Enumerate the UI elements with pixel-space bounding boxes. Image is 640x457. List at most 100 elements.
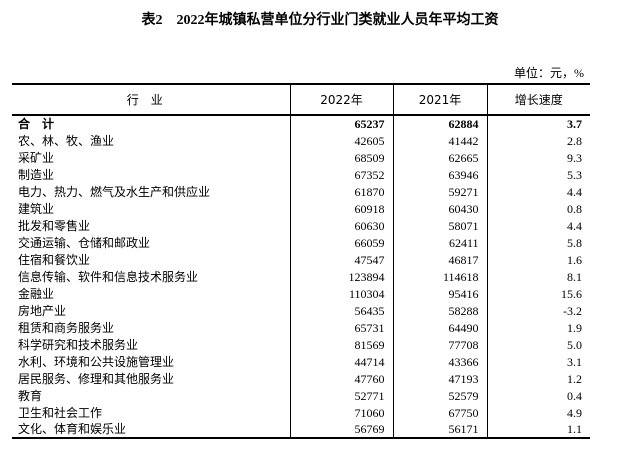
value-cell: 5.3	[486, 166, 590, 183]
value-cell: 56435	[289, 302, 393, 319]
industry-name: 采矿业	[18, 150, 55, 165]
industry-row: 交通运输、仓储和邮政业 66059 62411 5.8	[12, 234, 590, 251]
value-cell: 67750	[392, 404, 487, 421]
industry-row: 住宿和餐饮业 47547 46817 1.6	[12, 251, 590, 268]
value-cell: 46817	[392, 251, 487, 268]
industry-name: 农、林、牧、渔业	[18, 133, 115, 148]
value-cell: 52579	[392, 387, 487, 404]
value-cell: 56769	[289, 421, 393, 438]
industry-row: 租赁和商务服务业 65731 64490 1.9	[12, 319, 590, 336]
industry-row: 农、林、牧、渔业 42605 41442 2.8	[12, 132, 590, 149]
total-row: 合 计 65237 62884 3.7	[12, 115, 590, 132]
value-cell: 64490	[392, 319, 487, 336]
industry-name: 居民服务、修理和其他服务业	[18, 371, 175, 386]
value-cell: 5.8	[486, 234, 590, 251]
value-cell: 2.8	[486, 132, 590, 149]
value-cell: 81569	[289, 336, 393, 353]
value-cell: 95416	[392, 285, 487, 302]
value-cell: 67352	[289, 166, 393, 183]
value-cell: 47547	[289, 251, 393, 268]
value-cell: 47760	[289, 370, 393, 387]
column-header: 行业	[126, 93, 175, 107]
industry-row: 批发和零售业 60630 58071 4.4	[12, 217, 590, 234]
title: 表2 2022年城镇私营单位分行业门类就业人员年平均工资	[141, 13, 499, 28]
value-cell: 62884	[392, 115, 487, 132]
wage-table: 行业 2022年 2021年 增长速度 合 计 65237 62884 3.7 农、林、牧、渔…	[12, 83, 590, 439]
industry-row: 采矿业 68509 62665 9.3	[12, 149, 590, 166]
value-cell: 58071	[392, 217, 487, 234]
industry-name: 建筑业	[18, 201, 55, 216]
industry-row: 居民服务、修理和其他服务业 47760 47193 1.2	[12, 370, 590, 387]
value-cell: 60630	[289, 217, 393, 234]
industry-name: 合 计	[18, 117, 55, 131]
value-cell: 65237	[289, 115, 393, 132]
value-cell: 77708	[392, 336, 487, 353]
industry-name: 教育	[18, 388, 43, 403]
industry-name: 房地产业	[18, 303, 67, 318]
value-cell: 60430	[392, 200, 487, 217]
industry-row: 电力、热力、燃气及水生产和供应业 61870 59271 4.4	[12, 183, 590, 200]
industry-row: 金融业 110304 95416 15.6	[12, 285, 590, 302]
value-cell: 0.8	[486, 200, 590, 217]
industry-row: 制造业 67352 63946 5.3	[12, 166, 590, 183]
value-cell: 1.6	[486, 251, 590, 268]
industry-name: 卫生和社会工作	[18, 405, 103, 420]
value-cell: 65731	[289, 319, 393, 336]
industry-row: 教育 52771 52579 0.4	[12, 387, 590, 404]
industry-name: 交通运输、仓储和邮政业	[18, 235, 151, 250]
industry-name: 电力、热力、燃气及水生产和供应业	[18, 184, 211, 199]
value-cell: 3.1	[486, 353, 590, 370]
value-cell: 4.4	[486, 217, 590, 234]
value-cell: 4.9	[486, 404, 590, 421]
value-cell: 15.6	[486, 285, 590, 302]
value-cell: 62665	[392, 149, 487, 166]
industry-name: 信息传输、软件和信息技术服务业	[18, 269, 199, 284]
value-cell: -3.2	[486, 302, 590, 319]
value-cell: 4.4	[486, 183, 590, 200]
industry-name: 制造业	[18, 167, 55, 182]
industry-row: 卫生和社会工作 71060 67750 4.9	[12, 404, 590, 421]
industry-row: 信息传输、软件和信息技术服务业 123894 114618 8.1	[12, 268, 590, 285]
industry-row: 文化、体育和娱乐业 56769 56171 1.1	[12, 421, 590, 438]
value-cell: 3.7	[486, 115, 590, 132]
value-cell: 61870	[289, 183, 393, 200]
value-cell: 59271	[392, 183, 487, 200]
column-header: 增长速度	[486, 84, 590, 115]
header-row: 行业 2022年 2021年 增长速度	[12, 84, 590, 115]
industry-row: 房地产业 56435 58288 -3.2	[12, 302, 590, 319]
value-cell: 66059	[289, 234, 393, 251]
value-cell: 43366	[392, 353, 487, 370]
value-cell: 52771	[289, 387, 393, 404]
column-header: 2022年	[289, 84, 393, 115]
value-cell: 63946	[392, 166, 487, 183]
industry-name: 租赁和商务服务业	[18, 320, 115, 335]
value-cell: 1.9	[486, 319, 590, 336]
industry-name: 文化、体育和娱乐业	[18, 422, 127, 436]
industry-row: 建筑业 60918 60430 0.8	[12, 200, 590, 217]
industry-row: 科学研究和技术服务业 81569 77708 5.0	[12, 336, 590, 353]
value-cell: 110304	[289, 285, 393, 302]
value-cell: 41442	[392, 132, 487, 149]
value-cell: 62411	[392, 234, 487, 251]
value-cell: 9.3	[486, 149, 590, 166]
value-cell: 42605	[289, 132, 393, 149]
industry-name: 金融业	[18, 286, 55, 301]
table-header: 行业 2022年 2021年 增长速度	[12, 84, 590, 115]
value-cell: 47193	[392, 370, 487, 387]
industry-row: 水利、环境和公共设施管理业 44714 43366 3.1	[12, 353, 590, 370]
unit-note: 单位：元，%	[514, 66, 584, 80]
value-cell: 58288	[392, 302, 487, 319]
value-cell: 1.2	[486, 370, 590, 387]
value-cell: 56171	[392, 421, 487, 438]
industry-name: 水利、环境和公共设施管理业	[18, 354, 175, 369]
value-cell: 0.4	[486, 387, 590, 404]
value-cell: 1.1	[486, 421, 590, 438]
industry-name: 科学研究和技术服务业	[18, 337, 139, 352]
value-cell: 44714	[289, 353, 393, 370]
value-cell: 5.0	[486, 336, 590, 353]
table-body: 合 计 65237 62884 3.7 农、林、牧、渔业 42605 41442 2.8 采矿业…	[12, 115, 590, 438]
value-cell: 68509	[289, 149, 393, 166]
industry-name: 住宿和餐饮业	[18, 252, 91, 267]
industry-name: 批发和零售业	[18, 218, 91, 233]
